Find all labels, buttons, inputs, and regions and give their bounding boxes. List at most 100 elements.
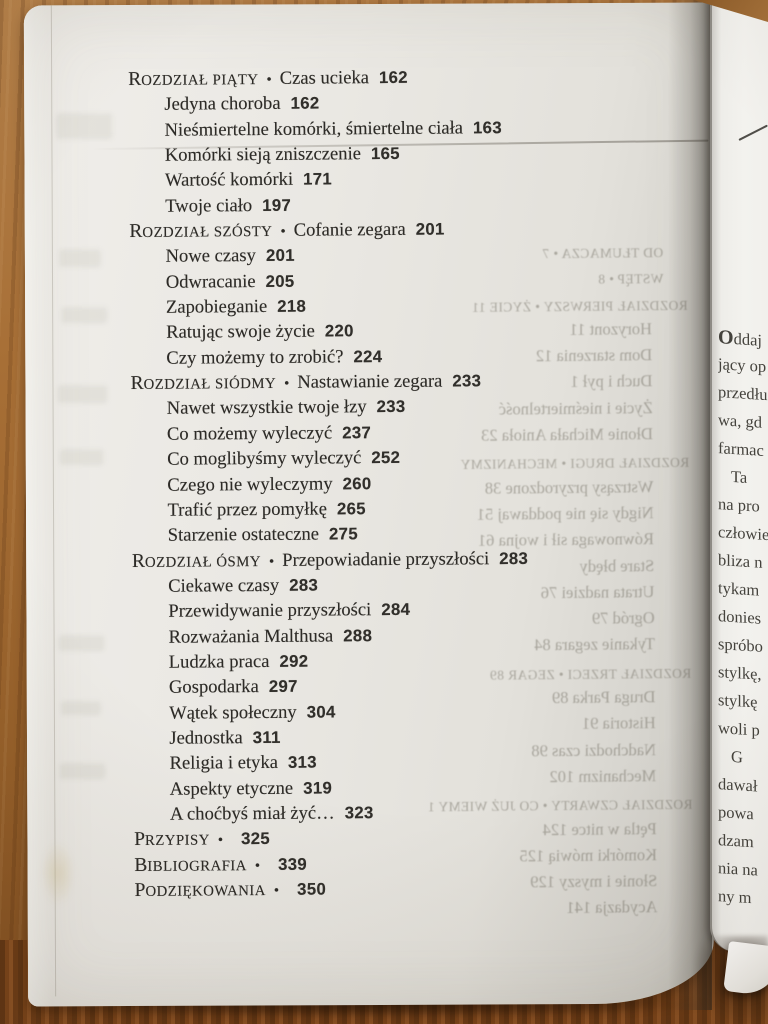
facing-page-line: nia na xyxy=(718,858,758,880)
facing-page-line: farmac xyxy=(718,438,764,460)
chapter-name-rest: ibliografia xyxy=(147,857,247,875)
page-number: 325 xyxy=(241,829,271,849)
toc-entry-title: Nowe czasy xyxy=(165,245,257,268)
page-number: 171 xyxy=(303,169,333,190)
chapter-name-rest: ozdział siódmy xyxy=(143,376,277,394)
page-number: 162 xyxy=(378,67,408,88)
chapter-name-rest: rzypisy xyxy=(144,832,210,850)
toc-entry-title: Co możemy wyleczyć xyxy=(166,422,333,445)
toc-entry-title: Religia i etyka xyxy=(169,752,279,775)
paper-stain xyxy=(39,840,76,907)
toc-entry-title: Twoje ciało xyxy=(165,194,253,217)
chapter-name-initial: B xyxy=(134,854,148,876)
toc-entry-title: Jednostka xyxy=(169,727,243,749)
page-number: 265 xyxy=(336,499,366,519)
facing-page: Oddaj jący op przedłu wa, gd farmac Ta na pro c… xyxy=(710,0,768,952)
chapter-title: Przepowiadanie przyszłości xyxy=(282,547,490,571)
page-number: 304 xyxy=(306,702,336,722)
gutter-shadow xyxy=(668,0,712,1010)
chapter-name-initial: P xyxy=(134,829,146,851)
separator-bullet: • xyxy=(284,375,290,392)
chapter-name-initial: R xyxy=(131,550,146,572)
separator-bullet: • xyxy=(273,882,280,899)
pen-mark xyxy=(738,124,768,142)
facing-page-line: dzam xyxy=(718,830,754,852)
facing-page-line: tykam xyxy=(718,578,760,600)
toc-entry-title: Ciekawe czasy xyxy=(168,574,280,597)
facing-page-text: Oddaj jący op przedłu wa, gd farmac Ta na pro c… xyxy=(718,326,768,918)
toc-entry-title: Aspekty etyczne xyxy=(169,777,294,800)
separator-bullet: • xyxy=(217,832,224,849)
page-number: 218 xyxy=(277,296,307,316)
page-number: 197 xyxy=(262,195,292,215)
chapter-name: Podziękowania xyxy=(134,879,265,902)
toc-entry-title: Komórki sieją zniszczenie xyxy=(164,143,362,166)
page-curl-corner xyxy=(723,941,768,997)
separator-bullet: • xyxy=(280,223,286,240)
facing-page-line: na pro xyxy=(718,494,760,516)
toc-entry-title: Rozważania Malthusa xyxy=(168,625,334,648)
facing-page-line: woli p xyxy=(718,718,760,740)
page-number: 233 xyxy=(376,397,406,417)
facing-page-line: stylkę, xyxy=(718,662,762,684)
bleedthrough-smudge xyxy=(58,249,101,268)
bleedthrough-smudge xyxy=(60,701,101,716)
facing-page-line: jący op xyxy=(718,354,767,377)
facing-page-line: bliza n xyxy=(718,550,763,572)
chapter-name-initial: P xyxy=(134,879,146,902)
toc-entry-title: Wartość komórki xyxy=(164,169,294,192)
page-number: 323 xyxy=(344,803,374,823)
bleedthrough-smudge xyxy=(61,307,108,324)
drop-cap: O xyxy=(718,326,734,350)
toc-entry-title: Czy możemy to zrobić? xyxy=(166,346,344,369)
page-number: 319 xyxy=(303,778,333,798)
page-number: 201 xyxy=(415,219,445,239)
chapter-name: Rozdział ósmy xyxy=(132,550,261,573)
page-number: 350 xyxy=(297,879,327,899)
chapter-title: Cofanie zegara xyxy=(293,218,406,241)
facing-page-line: donies xyxy=(718,606,762,628)
facing-page-line: powa xyxy=(718,802,754,824)
facing-page-line: stylkę xyxy=(718,690,758,712)
toc-entry-title: Przewidywanie przyszłości xyxy=(168,599,372,622)
toc-entry-title: Nawet wszystkie twoje łzy xyxy=(166,396,367,420)
chapter-name-rest: ozdział szósty xyxy=(142,223,273,242)
page-number: 313 xyxy=(287,752,317,773)
bleedthrough-smudge xyxy=(59,449,104,466)
page-number: 311 xyxy=(252,727,281,748)
page-number: 220 xyxy=(324,321,354,341)
toc-entry-title: Starzenie ostateczne xyxy=(167,523,320,546)
page-number: 162 xyxy=(290,93,320,114)
facing-page-line: spróbo xyxy=(718,634,763,656)
page-number: 237 xyxy=(342,422,372,443)
facing-page-line: przedłu xyxy=(718,382,768,405)
toc-entry-title: Czego nie wyleczymy xyxy=(167,472,333,496)
bleedthrough-smudge xyxy=(58,635,105,652)
page-number: 201 xyxy=(265,246,295,266)
facing-page-line: człowie xyxy=(718,522,768,545)
bleedthrough-smudge xyxy=(57,385,108,404)
page-number: 252 xyxy=(371,448,401,468)
page-number: 224 xyxy=(353,346,383,367)
page-number: 165 xyxy=(370,143,400,164)
facing-page-line: wa, gd xyxy=(718,410,762,432)
page-number: 283 xyxy=(289,575,319,595)
page-number: 297 xyxy=(268,676,298,697)
chapter-name: Bibliografia xyxy=(134,854,247,877)
page-number: 233 xyxy=(452,371,482,391)
chapter-name: Rozdział siódmy xyxy=(130,372,276,395)
chapter-name-rest: ozdział ósmy xyxy=(144,553,262,571)
toc-entry-title: Co moglibyśmy wyleczyć xyxy=(167,447,362,470)
chapter-name-initial: R xyxy=(128,68,142,91)
chapter-title: Nastawianie zegara xyxy=(297,370,443,393)
bleedthrough-smudge xyxy=(56,113,113,140)
toc-entry-title: Jedyna choroba xyxy=(164,93,281,116)
facing-page-line: G xyxy=(731,746,743,767)
page-number: 260 xyxy=(342,473,372,493)
toc-entry-title: Ludzka praca xyxy=(168,650,270,673)
toc-entry-title: Zapobieganie xyxy=(165,296,268,318)
page-number: 205 xyxy=(265,271,295,291)
separator-bullet: • xyxy=(266,71,272,88)
toc-entry-title: Wątek społeczny xyxy=(169,701,297,724)
toc-entry-title: A choćbyś miał żyć… xyxy=(169,802,335,825)
